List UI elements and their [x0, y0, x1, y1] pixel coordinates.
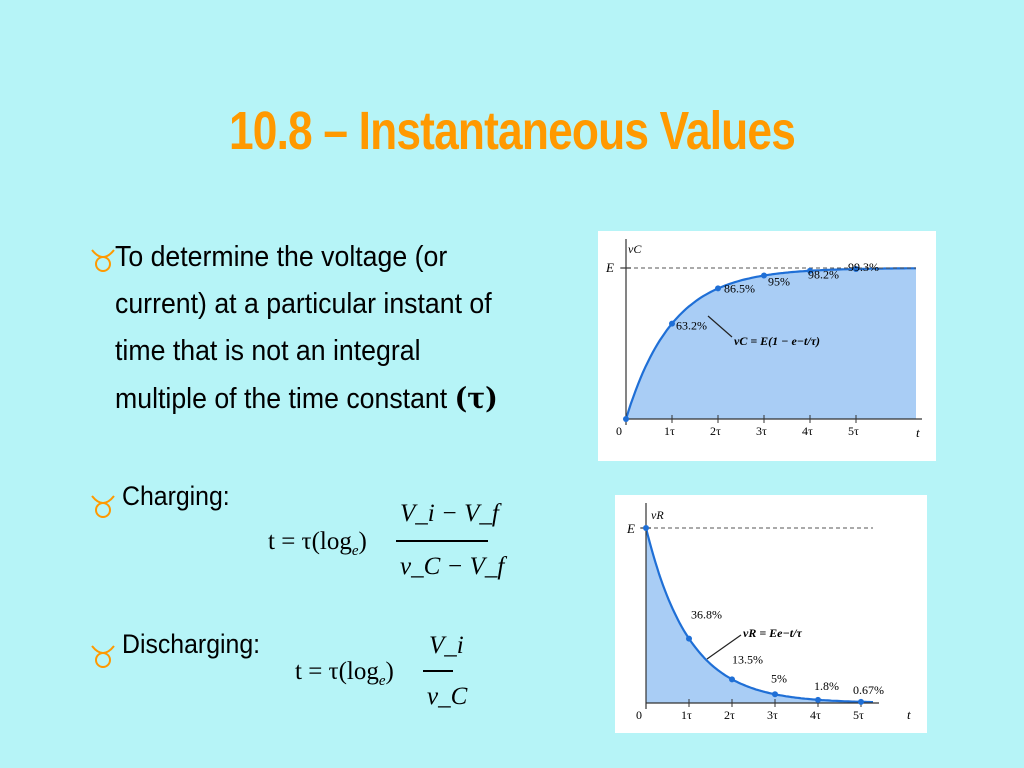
- x-tick-label: 5τ: [848, 424, 859, 438]
- discharging-chart: vR t E vR = Ee−t/τ 0 1τ 2τ 3τ 4τ 5τ 36.8% 13.5%…: [615, 495, 927, 733]
- data-label: 1.8%: [814, 679, 839, 693]
- data-label: 95%: [768, 275, 790, 289]
- y-axis-label: vC: [628, 242, 642, 256]
- data-point: [643, 525, 649, 531]
- data-label: 5%: [771, 671, 787, 685]
- equation-label: vC = E(1 − e−t/τ): [734, 334, 820, 348]
- x-tick-label: 0: [636, 708, 642, 722]
- formula-numerator: V_i: [429, 632, 464, 659]
- data-point: [807, 267, 813, 274]
- tau-symbol: (τ): [454, 381, 498, 415]
- formula-rparen: ): [358, 528, 367, 555]
- data-label: 13.5%: [732, 652, 763, 666]
- series-line: [624, 267, 916, 420]
- x-tick-label: 1τ: [664, 424, 675, 438]
- data-point: [729, 676, 735, 683]
- data-point: [715, 285, 721, 292]
- x-tick-label: 4τ: [810, 708, 821, 722]
- formula-sub: e: [351, 543, 359, 559]
- series-line: [644, 527, 873, 704]
- discharging-formula: t = τ(loge) V_i v_C: [295, 630, 468, 720]
- discharging-label: Discharging:: [122, 629, 261, 659]
- x-tick-label: 2τ: [710, 424, 721, 438]
- x-tick-label: 2τ: [724, 708, 735, 722]
- data-point: [669, 320, 675, 327]
- x-tick-label: 4τ: [802, 424, 813, 438]
- bullet-icon: [91, 495, 115, 518]
- y-axis-label: vR: [651, 508, 664, 522]
- formula-sub: e: [378, 673, 386, 689]
- formula-denominator: v_C − V_f: [400, 553, 505, 580]
- charging-chart: vC t E vC = E(1 − e−t/τ) 0 1τ 2τ 3τ 4τ 5τ 63.2…: [598, 231, 936, 461]
- formula-lhs: t = τ(log: [295, 658, 379, 685]
- data-label: 36.8%: [691, 608, 722, 622]
- x-tick-label: 5τ: [853, 708, 864, 722]
- intro-paragraph: To determine the voltage (or current) at…: [115, 234, 511, 423]
- x-axis-label: t: [907, 707, 911, 722]
- x-tick-label: 3τ: [756, 424, 767, 438]
- data-label: 98.2%: [808, 268, 839, 282]
- x-tick-label: 3τ: [767, 708, 778, 722]
- fraction-bar: [396, 540, 488, 542]
- data-point: [858, 698, 864, 705]
- data-point: [815, 696, 821, 703]
- data-point: [623, 416, 629, 422]
- formula-numerator: V_i − V_f: [400, 500, 499, 527]
- discharging-chart-svg: vR t E vR = Ee−t/τ 0 1τ 2τ 3τ 4τ 5τ 36.8% 13.5%…: [626, 503, 911, 722]
- equation-label: vR = Ee−t/τ: [743, 626, 802, 640]
- charging-formula: t = τ(loge) V_i − V_f v_C − V_f: [268, 500, 504, 590]
- equation-arrow: [706, 634, 742, 660]
- level-label: E: [626, 521, 635, 536]
- formula-denominator: v_C: [427, 683, 468, 710]
- data-point: [761, 272, 767, 279]
- x-tick-label: 0: [616, 424, 622, 438]
- data-point: [853, 266, 859, 273]
- x-tick-label: 1τ: [681, 708, 692, 722]
- formula-lhs: t = τ(log: [268, 528, 352, 555]
- data-point: [772, 691, 778, 698]
- data-label: 63.2%: [676, 319, 707, 333]
- area-fill: [626, 268, 916, 419]
- bullet-icon: [91, 249, 115, 272]
- equation-arrow: [707, 315, 733, 338]
- data-label: 0.67%: [853, 683, 884, 697]
- fraction-bar: [423, 670, 453, 672]
- level-label: E: [605, 260, 614, 275]
- x-axis-label: t: [916, 425, 920, 440]
- data-point: [686, 635, 692, 642]
- charging-label: Charging:: [122, 481, 230, 511]
- bullet-icon: [91, 645, 115, 668]
- area-fill: [646, 528, 873, 703]
- data-label: 99.3%: [848, 260, 879, 274]
- charging-chart-svg: vC t E vC = E(1 − e−t/τ) 0 1τ 2τ 3τ 4τ 5τ 63.2…: [605, 239, 922, 440]
- formula-rparen: ): [385, 658, 394, 685]
- intro-text: To determine the voltage (or current) at…: [115, 241, 492, 415]
- data-label: 86.5%: [724, 281, 755, 295]
- slide-title: 10.8 – Instantaneous Values: [228, 101, 796, 161]
